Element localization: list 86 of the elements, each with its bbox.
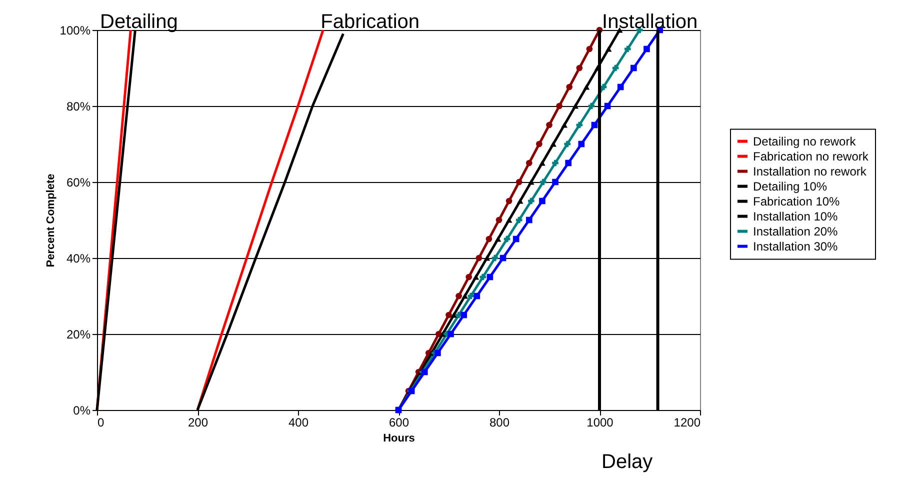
- point: [448, 330, 454, 338]
- x-tick-label: 1200: [674, 416, 701, 430]
- x-tick-label: 200: [188, 416, 208, 430]
- point: [506, 217, 512, 223]
- legend-label: Installation 30%: [753, 239, 838, 254]
- point: [630, 64, 637, 72]
- ref-line-label: Delay: [602, 451, 653, 473]
- legend-label: Detailing no rework: [753, 134, 857, 148]
- point: [516, 198, 524, 204]
- y-tick-label: 20%: [66, 328, 91, 342]
- point: [526, 160, 532, 166]
- point: [644, 46, 650, 52]
- point: [556, 102, 562, 110]
- legend-label: Fabrication 10%: [753, 194, 840, 208]
- point: [539, 160, 546, 166]
- point: [576, 64, 583, 72]
- point: [612, 64, 619, 72]
- point: [526, 216, 532, 224]
- point: [565, 160, 572, 166]
- point: [472, 274, 480, 280]
- point: [504, 236, 510, 242]
- point: [476, 254, 482, 262]
- point: [456, 292, 462, 300]
- point: [528, 198, 534, 204]
- point: [576, 122, 583, 128]
- annotation: Installation: [602, 11, 698, 33]
- point: [506, 198, 512, 204]
- point: [434, 350, 441, 356]
- point: [561, 122, 568, 128]
- y-tick-label: 60%: [66, 176, 91, 190]
- point: [564, 140, 570, 148]
- point: [474, 292, 480, 300]
- point: [536, 140, 542, 148]
- point: [624, 46, 631, 52]
- point: [528, 179, 534, 185]
- point: [486, 274, 494, 280]
- point: [583, 84, 590, 90]
- point: [605, 46, 612, 52]
- point: [600, 84, 607, 90]
- point: [591, 122, 598, 128]
- point: [516, 178, 522, 186]
- point: [588, 102, 595, 110]
- point: [468, 292, 474, 300]
- point: [466, 274, 472, 280]
- y-tick-label: 40%: [66, 252, 91, 266]
- x-tick-label: 600: [388, 416, 410, 430]
- legend-label: Installation 20%: [753, 224, 838, 238]
- point: [486, 236, 492, 242]
- x-tick-label: 1000: [586, 416, 614, 430]
- legend-label: Installation no rework: [753, 164, 868, 178]
- point: [480, 274, 486, 280]
- point: [604, 102, 611, 110]
- legend-label: Detailing 10%: [753, 179, 828, 194]
- y-tick-label: 80%: [66, 100, 91, 114]
- legend-label: Installation 10%: [753, 209, 838, 224]
- y-tick-label: 100%: [60, 24, 91, 38]
- point: [500, 254, 506, 262]
- point: [586, 46, 593, 52]
- point: [446, 312, 452, 318]
- y-tick-label: 0%: [73, 404, 91, 418]
- point: [494, 236, 502, 242]
- annotation: Fabrication: [320, 11, 420, 33]
- x-tick-label: 800: [489, 416, 510, 430]
- point: [496, 216, 502, 224]
- point: [484, 255, 490, 261]
- point: [572, 103, 579, 109]
- point: [552, 160, 558, 166]
- x-axis-title: Hours: [383, 432, 415, 444]
- point: [460, 312, 467, 318]
- point: [617, 84, 624, 90]
- point: [566, 84, 573, 90]
- legend-label: Fabrication no rework: [753, 149, 870, 164]
- point: [540, 178, 546, 186]
- point: [539, 198, 546, 204]
- y-axis-title: Percent Complete: [44, 174, 57, 268]
- point: [546, 122, 552, 128]
- point: [552, 178, 558, 186]
- point: [462, 293, 468, 299]
- point: [578, 140, 585, 148]
- point: [550, 141, 556, 147]
- x-tick-label: 0: [98, 416, 104, 430]
- annotation: Detailing: [100, 11, 178, 33]
- point: [516, 216, 522, 224]
- point: [492, 254, 498, 262]
- x-tick-label: 400: [288, 416, 309, 430]
- point: [512, 236, 520, 242]
